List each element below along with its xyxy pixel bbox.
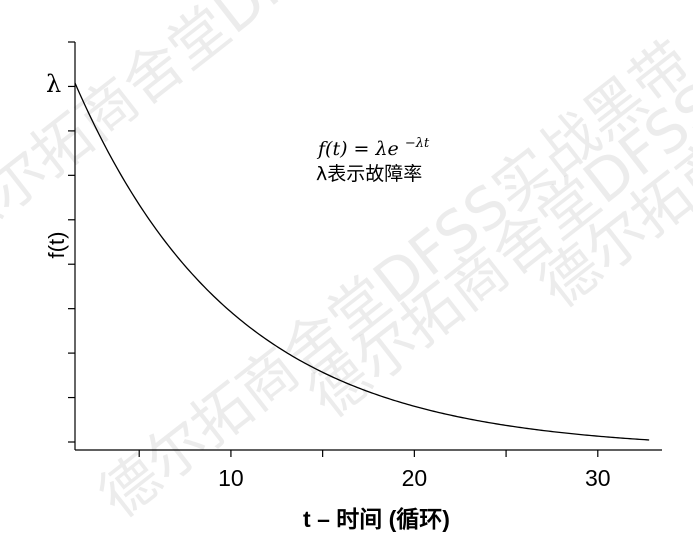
formula-main-text: f(t) = λe [316, 138, 399, 160]
x-axis-tick-labels: 10 20 30 [218, 465, 610, 491]
y-axis-ticks [68, 41, 75, 443]
x-axis-ticks [138, 450, 599, 457]
y-tick-label-lambda: λ [46, 70, 61, 98]
failure-rate-note: λ表示故障率 [316, 163, 422, 185]
x-axis-label: t – 时间 (循环) [303, 506, 450, 532]
x-tick-label: 30 [585, 465, 611, 491]
formula-exponent: −λt [405, 136, 430, 151]
x-tick-label: 20 [402, 465, 428, 491]
formula-annotation: f(t) = λe −λt [316, 136, 430, 160]
watermark-layer: 德尔拓商舍堂DFSS实战黑带德尔拓商舍堂DFSS实战黑带德尔拓商舍堂DFSS实战… [0, 0, 693, 531]
x-tick-label: 10 [218, 465, 244, 491]
series-line-exponential-pdf [74, 82, 650, 441]
y-axis-label: f(t) [44, 232, 69, 259]
